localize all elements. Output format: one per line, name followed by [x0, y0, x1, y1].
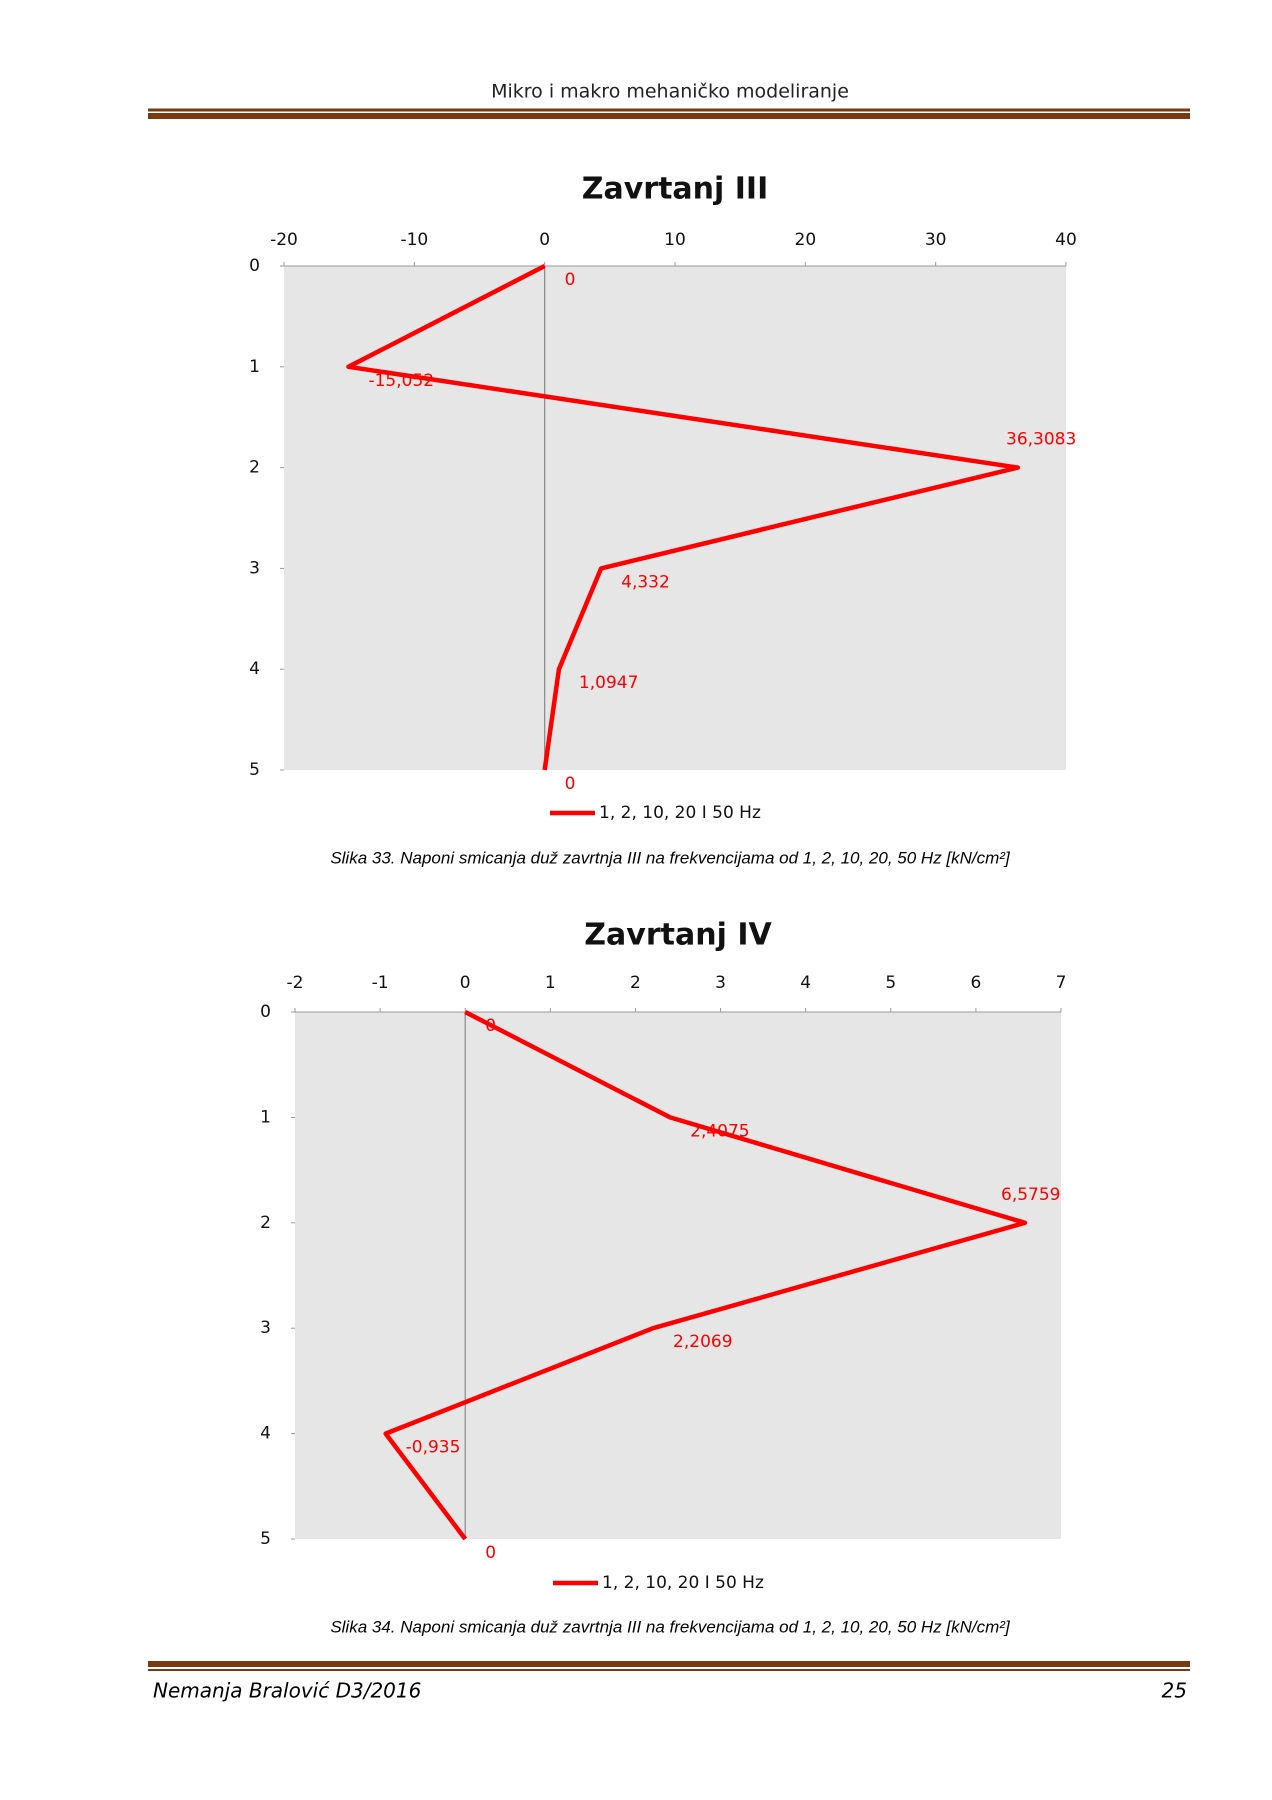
x-tick-label: 5 [885, 973, 896, 993]
plot-area [295, 1012, 1061, 1539]
data-label: 4,332 [621, 572, 670, 592]
x-tick-label: -20 [270, 230, 298, 250]
y-tick-label: 3 [260, 1318, 271, 1338]
y-tick-label: 0 [260, 1002, 271, 1022]
x-tick-label: 7 [1056, 973, 1067, 993]
x-tick-label: 3 [715, 973, 726, 993]
legend-label: 1, 2, 10, 20 I 50 Hz [599, 803, 761, 823]
data-label: 2,2069 [673, 1332, 732, 1352]
x-tick-label: 2 [630, 973, 641, 993]
y-tick-label: 5 [260, 1529, 271, 1549]
x-tick-label: -1 [372, 973, 389, 993]
data-line [346, 263, 1021, 771]
y-tick-label: 0 [249, 256, 260, 276]
data-label: 0 [485, 1016, 496, 1036]
y-tick-label: 1 [249, 357, 260, 377]
header-title: Mikro i makro mehaničko modeliranje [491, 81, 849, 103]
data-label: 1,0947 [579, 673, 638, 693]
x-tick-label: 4 [800, 973, 811, 993]
data-label: -0,935 [406, 1438, 461, 1458]
data-label: -15,052 [368, 371, 434, 391]
x-tick-label: 0 [460, 973, 471, 993]
y-tick-label: 5 [249, 760, 260, 780]
y-tick-label: 3 [249, 558, 260, 578]
plot-area [284, 266, 1066, 770]
data-label: 36,3083 [1006, 430, 1076, 450]
caption: Slika 33. Naponi smicanja duž zavrtnja I… [330, 848, 1011, 867]
data-line [383, 1009, 1028, 1541]
data-label: 0 [565, 270, 576, 290]
x-tick-label: 1 [545, 973, 556, 993]
x-tick-label: 30 [925, 230, 947, 250]
x-tick-label: -2 [287, 973, 304, 993]
data-label: 6,5759 [1001, 1185, 1060, 1205]
y-tick-label: 1 [260, 1107, 271, 1127]
y-tick-label: 2 [249, 458, 260, 478]
x-tick-label: 20 [795, 230, 817, 250]
caption: Slika 34. Naponi smicanja duž zavrtnja I… [330, 1617, 1011, 1636]
y-tick-label: 2 [260, 1213, 271, 1233]
data-label: 0 [565, 774, 576, 794]
footer-author: Nemanja Bralović D3/2016 [153, 1679, 421, 1703]
x-tick-label: 0 [539, 230, 550, 250]
data-label: 2,4075 [690, 1121, 749, 1141]
x-tick-label: 40 [1055, 230, 1077, 250]
x-tick-label: -10 [400, 230, 428, 250]
chart-title: Zavrtanj IV [584, 918, 772, 953]
x-tick-label: 10 [664, 230, 686, 250]
y-tick-label: 4 [249, 659, 260, 679]
y-tick-label: 4 [260, 1424, 271, 1444]
chart-title: Zavrtanj III [582, 172, 769, 207]
page-number: 25 [1162, 1679, 1187, 1703]
data-label: 0 [485, 1543, 496, 1563]
legend-label: 1, 2, 10, 20 I 50 Hz [602, 1573, 764, 1593]
x-tick-label: 6 [970, 973, 981, 993]
